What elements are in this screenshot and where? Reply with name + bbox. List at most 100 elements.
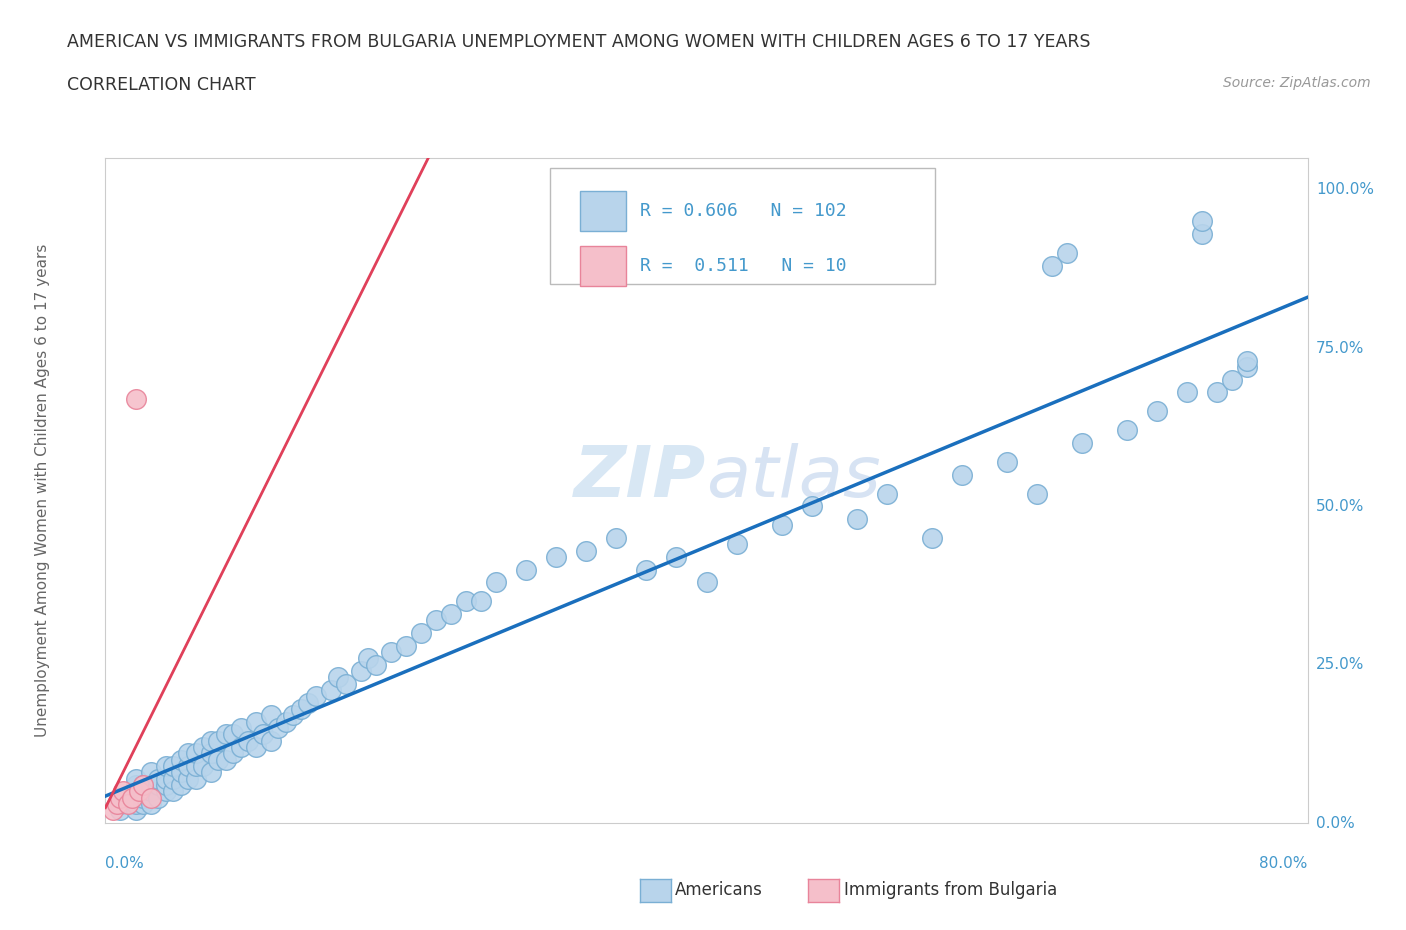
Point	[267, 721, 290, 736]
Point	[283, 708, 305, 723]
Point	[139, 784, 162, 799]
Point	[112, 784, 135, 799]
Point	[222, 727, 245, 742]
Point	[101, 803, 124, 817]
Point	[214, 727, 236, 742]
Point	[155, 777, 177, 792]
Point	[132, 777, 155, 792]
Point	[252, 727, 274, 742]
Point	[146, 777, 169, 792]
Point	[238, 733, 260, 748]
Point	[169, 777, 191, 792]
Point	[297, 696, 319, 711]
Text: Immigrants from Bulgaria: Immigrants from Bulgaria	[844, 882, 1057, 899]
Point	[364, 658, 387, 672]
Point	[169, 765, 191, 780]
Point	[770, 518, 793, 533]
Point	[155, 759, 177, 774]
Point	[245, 714, 267, 729]
Point	[1236, 360, 1258, 375]
Point	[395, 638, 418, 653]
Point	[575, 543, 598, 558]
Point	[146, 771, 169, 786]
Point	[162, 771, 184, 786]
Point	[380, 644, 402, 659]
Point	[1146, 404, 1168, 418]
Point	[357, 651, 380, 666]
Point	[260, 733, 283, 748]
Point	[207, 733, 229, 748]
Point	[1191, 227, 1213, 242]
Point	[800, 499, 823, 514]
Point	[222, 746, 245, 761]
Point	[124, 771, 146, 786]
Point	[110, 790, 132, 805]
Point	[124, 797, 146, 812]
Point	[454, 594, 477, 609]
Point	[260, 708, 283, 723]
Point	[515, 563, 537, 578]
Point	[665, 550, 688, 565]
Point	[350, 664, 373, 679]
Point	[1191, 214, 1213, 229]
Point	[229, 721, 252, 736]
Point	[409, 626, 432, 641]
Point	[191, 739, 214, 754]
Point	[107, 797, 129, 812]
Point	[950, 467, 973, 482]
Point	[155, 784, 177, 799]
Point	[319, 683, 342, 698]
Point	[636, 563, 658, 578]
Point	[162, 759, 184, 774]
Text: Source: ZipAtlas.com: Source: ZipAtlas.com	[1223, 76, 1371, 90]
Point	[207, 752, 229, 767]
Point	[132, 777, 155, 792]
Point	[1026, 486, 1049, 501]
Point	[876, 486, 898, 501]
Point	[845, 512, 868, 526]
Text: atlas: atlas	[707, 443, 882, 512]
Text: AMERICAN VS IMMIGRANTS FROM BULGARIA UNEMPLOYMENT AMONG WOMEN WITH CHILDREN AGES: AMERICAN VS IMMIGRANTS FROM BULGARIA UNE…	[67, 33, 1091, 50]
Point	[184, 759, 207, 774]
Point	[214, 752, 236, 767]
FancyBboxPatch shape	[581, 246, 626, 286]
Point	[440, 606, 463, 621]
Text: 100.0%: 100.0%	[1316, 182, 1374, 197]
Point	[1236, 353, 1258, 368]
Text: 50.0%: 50.0%	[1316, 498, 1364, 514]
Text: ZIP: ZIP	[574, 443, 707, 512]
Point	[139, 797, 162, 812]
Point	[177, 746, 200, 761]
Point	[200, 733, 222, 748]
Point	[229, 739, 252, 754]
Point	[1071, 435, 1094, 450]
Text: 0.0%: 0.0%	[105, 857, 145, 871]
Point	[200, 746, 222, 761]
Text: 25.0%: 25.0%	[1316, 658, 1364, 672]
Point	[290, 701, 312, 716]
Text: R =  0.511   N = 10: R = 0.511 N = 10	[640, 257, 846, 275]
Point	[110, 790, 132, 805]
Point	[132, 797, 155, 812]
Point	[155, 771, 177, 786]
Point	[124, 392, 146, 406]
Point	[605, 531, 627, 546]
Point	[177, 771, 200, 786]
Point	[169, 752, 191, 767]
Text: 75.0%: 75.0%	[1316, 340, 1364, 355]
FancyBboxPatch shape	[581, 192, 626, 232]
Point	[328, 670, 350, 684]
Point	[110, 797, 132, 812]
Point	[1040, 259, 1063, 273]
Point	[1116, 423, 1139, 438]
Point	[1056, 246, 1078, 260]
Text: CORRELATION CHART: CORRELATION CHART	[67, 76, 256, 94]
Point	[124, 777, 146, 792]
Point	[124, 790, 146, 805]
Point	[191, 759, 214, 774]
Point	[485, 575, 508, 590]
Text: 0.0%: 0.0%	[1316, 816, 1354, 830]
Point	[117, 797, 139, 812]
Point	[425, 613, 447, 628]
FancyBboxPatch shape	[550, 168, 935, 285]
